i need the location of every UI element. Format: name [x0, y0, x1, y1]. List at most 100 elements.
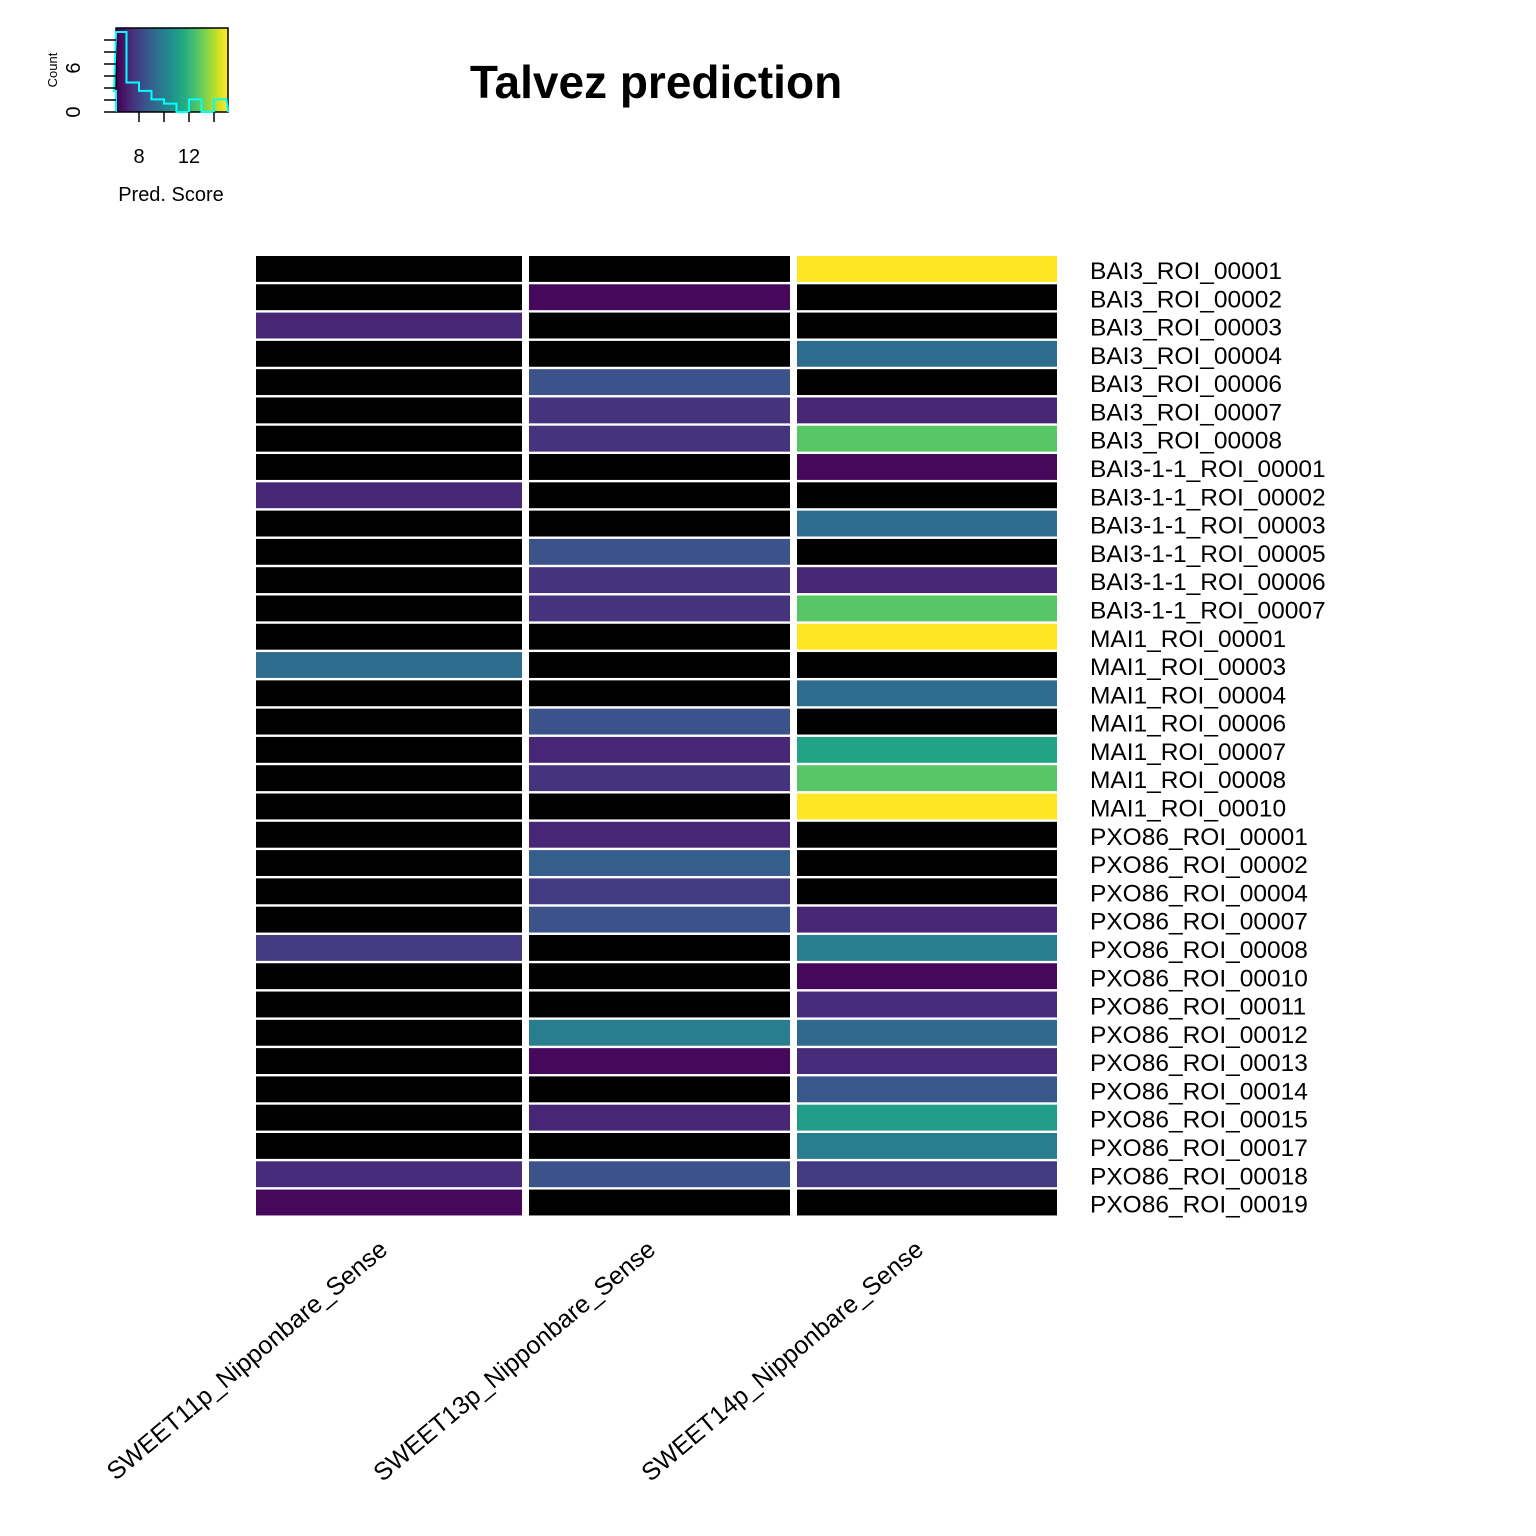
color-key-swatch [135, 28, 139, 112]
heatmap-cell [797, 963, 1057, 990]
heatmap-cell [797, 538, 1057, 565]
heatmap-cell [797, 1019, 1057, 1046]
heatmap-cell [256, 821, 522, 848]
heatmap-cell [529, 397, 790, 424]
heatmap-cell [797, 1132, 1057, 1159]
heatmap-cell [256, 256, 522, 282]
color-key-swatch [144, 28, 148, 112]
row-label: PXO86_ROI_00018 [1090, 1163, 1308, 1190]
heatmap-cell [797, 623, 1057, 650]
row-label: PXO86_ROI_00008 [1090, 937, 1308, 964]
heatmap-cell [797, 850, 1057, 876]
column-label: SWEET14p_Nipponbare_Sense [636, 1235, 929, 1487]
heatmap-cell [256, 1189, 522, 1216]
color-key-swatch [141, 28, 145, 112]
heatmap-cell [529, 793, 790, 820]
column-label: SWEET13p_Nipponbare_Sense [368, 1235, 661, 1487]
heatmap-cell [529, 991, 790, 1018]
chart-title: Talvez prediction [470, 56, 842, 108]
color-key-swatch [186, 28, 190, 112]
key-y-tick-label: 0 [63, 106, 85, 117]
color-key-swatch [211, 28, 215, 112]
heatmap-cell [529, 765, 790, 792]
heatmap-cell [529, 934, 790, 961]
heatmap-cell [529, 623, 790, 650]
heatmap-cell [797, 652, 1057, 678]
color-key-swatch [118, 28, 123, 112]
heatmap-cell [797, 906, 1057, 933]
row-label: PXO86_ROI_00002 [1090, 852, 1308, 879]
color-key-swatch [219, 28, 223, 112]
heatmap-cell [256, 623, 522, 650]
heatmap-cell [529, 878, 790, 905]
color-key-swatch [138, 28, 142, 112]
row-label: PXO86_ROI_00019 [1090, 1192, 1308, 1219]
heatmap-cell [797, 510, 1057, 537]
row-label: PXO86_ROI_00007 [1090, 909, 1308, 936]
heatmap-cell [529, 1104, 790, 1131]
heatmap-cell [797, 284, 1057, 311]
heatmap-cell [529, 906, 790, 933]
color-key-swatch [146, 28, 151, 112]
heatmap-cell [529, 1019, 790, 1046]
heatmap-cell [797, 256, 1057, 282]
heatmap-cell [529, 736, 790, 763]
heatmap-cell [256, 934, 522, 961]
heatmap-cell [256, 425, 522, 452]
heatmap-cell [529, 821, 790, 848]
heatmap-cell [797, 425, 1057, 452]
heatmap-cell [797, 736, 1057, 763]
heatmap-cell [797, 765, 1057, 792]
heatmap-cell [529, 595, 790, 622]
color-key-swatch [183, 28, 187, 112]
heatmap-cell [529, 538, 790, 565]
heatmap-cell [797, 369, 1057, 396]
row-label: MAI1_ROI_00003 [1090, 654, 1286, 681]
heatmap-cell [797, 821, 1057, 848]
heatmap-cell [797, 991, 1057, 1018]
color-key-swatch [160, 28, 165, 112]
row-label: PXO86_ROI_00010 [1090, 965, 1308, 992]
color-key-swatch [121, 28, 125, 112]
key-y-tick-label: 6 [63, 62, 85, 73]
heatmap-cell [529, 284, 790, 311]
heatmap-cell [797, 708, 1057, 735]
row-label: MAI1_ROI_00004 [1090, 682, 1286, 709]
heatmap-cell [797, 312, 1057, 339]
color-key-swatch [166, 28, 170, 112]
heatmap-cell [529, 652, 790, 678]
heatmap-cell [256, 284, 522, 311]
heatmap-cell [256, 906, 522, 933]
heatmap-cell [797, 595, 1057, 622]
color-key-swatch [127, 28, 131, 112]
heatmap-cell [256, 793, 522, 820]
color-key-swatch [180, 28, 184, 112]
color-key-swatch [208, 28, 212, 112]
color-key-swatch [152, 28, 156, 112]
color-key-frame [115, 27, 229, 113]
row-label: MAI1_ROI_00008 [1090, 767, 1286, 794]
heatmap-cell [529, 340, 790, 367]
color-key-swatch [214, 28, 218, 112]
heatmap-cell [256, 878, 522, 905]
row-label: PXO86_ROI_00013 [1090, 1050, 1308, 1077]
histogram-line [112, 31, 229, 113]
color-key-swatch [132, 28, 137, 112]
heatmap-cell [797, 1104, 1057, 1131]
color-key-swatch [194, 28, 198, 112]
heatmap-cell [797, 793, 1057, 820]
heatmap-cell [797, 934, 1057, 961]
row-label: BAI3_ROI_00001 [1090, 258, 1282, 285]
color-key-swatch [169, 28, 173, 112]
heatmap-cells [256, 256, 1057, 1216]
heatmap-cell [797, 680, 1057, 707]
heatmap-cell [256, 1161, 522, 1188]
heatmap-cell [529, 510, 790, 537]
row-label: PXO86_ROI_00001 [1090, 824, 1308, 851]
color-key-swatch [205, 28, 209, 112]
heatmap-cell [256, 1019, 522, 1046]
row-label: BAI3_ROI_00006 [1090, 371, 1282, 398]
heatmap-cell [256, 708, 522, 735]
heatmap-cell [256, 680, 522, 707]
